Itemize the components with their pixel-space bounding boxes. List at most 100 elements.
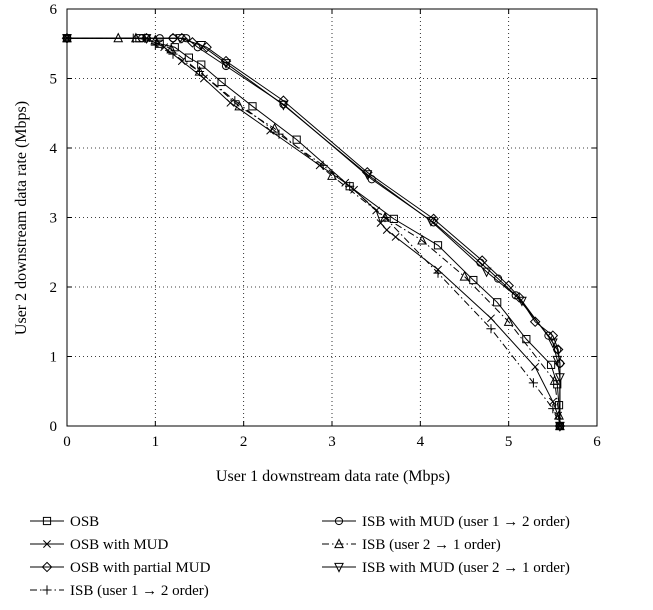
- series-marker: [62, 34, 72, 44]
- series-line: [67, 37, 561, 427]
- series-marker: [176, 32, 188, 44]
- y-tick-label: 4: [50, 141, 58, 157]
- y-tick-label: 1: [50, 350, 58, 366]
- x-tick-label: 4: [417, 434, 425, 450]
- series-marker: [547, 330, 559, 341]
- series-marker: [529, 316, 541, 328]
- series-marker: [548, 397, 557, 406]
- series-marker: [376, 219, 385, 228]
- series-line: [67, 37, 561, 427]
- x-tick-label: 5: [505, 434, 513, 450]
- y-tick-label: 0: [50, 419, 58, 435]
- grid-layer: [67, 9, 597, 426]
- series-marker: [503, 316, 514, 326]
- legend-item: ISB with MUD (user 2 → 1 order): [322, 560, 570, 576]
- series-marker: [511, 291, 520, 300]
- legend-label: ISB with MUD (user 2 → 1 order): [362, 560, 570, 576]
- series-marker: [221, 59, 231, 69]
- series-marker: [274, 129, 284, 139]
- legend-item: ISB (user 2 → 1 order): [322, 537, 501, 553]
- series-line: [67, 37, 561, 426]
- legend-label: ISB with MUD (user 1 → 2 order): [362, 514, 570, 530]
- series-marker: [234, 100, 245, 111]
- x-tick-label: 1: [152, 434, 160, 450]
- series-marker: [459, 270, 470, 281]
- series-marker: [548, 404, 558, 414]
- series-marker: [417, 234, 428, 245]
- series-marker: [175, 34, 185, 44]
- series-marker: [43, 540, 51, 548]
- legend-item: ISB with MUD (user 1 → 2 order): [322, 514, 570, 530]
- series-marker: [528, 378, 538, 388]
- series-marker: [391, 233, 400, 241]
- y-tick-label: 6: [50, 2, 58, 18]
- series-marker: [42, 516, 52, 526]
- series-group: [62, 34, 564, 431]
- legend-label: ISB (user 1 → 2 order): [70, 583, 209, 599]
- axes-layer: 0 1 2 3 4 5 6 0 1 2 3 4 5 6: [50, 2, 602, 450]
- series-marker: [554, 373, 565, 384]
- series-group: [63, 34, 564, 430]
- series-marker: [554, 421, 565, 432]
- series-marker: [196, 41, 207, 51]
- y-tick-label: 5: [50, 72, 58, 88]
- series-marker: [150, 40, 160, 50]
- series-marker: [486, 324, 496, 334]
- series-marker: [547, 338, 558, 349]
- series-marker: [433, 268, 443, 278]
- series-marker: [380, 211, 390, 222]
- series-marker: [389, 214, 398, 223]
- legend-label: OSB with partial MUD: [70, 560, 211, 576]
- legend: OSB OSB with MUD OSB with partial MUD ISB (…: [30, 514, 570, 599]
- series-marker: [522, 335, 531, 344]
- series-line: [67, 37, 561, 427]
- series-marker: [197, 60, 206, 69]
- legend-item: OSB with partial MUD: [30, 560, 211, 576]
- series-marker: [549, 375, 560, 385]
- series-marker: [426, 216, 436, 227]
- legend-label: ISB (user 2 → 1 order): [362, 537, 501, 553]
- series-marker: [230, 96, 240, 106]
- series-marker: [334, 516, 344, 526]
- series-marker: [199, 74, 208, 83]
- series-marker: [433, 241, 443, 250]
- series-layer: [61, 32, 566, 432]
- x-tick-label: 3: [328, 434, 336, 450]
- series-marker: [531, 362, 540, 371]
- series-marker: [141, 34, 152, 44]
- series-marker: [279, 100, 288, 109]
- series-marker: [334, 562, 344, 573]
- series-marker: [481, 267, 492, 278]
- x-tick-label: 2: [240, 434, 248, 450]
- series-marker: [429, 218, 438, 227]
- series-marker: [168, 49, 178, 59]
- legend-item: ISB (user 1 → 2 order): [30, 583, 209, 599]
- legend-item: OSB: [30, 514, 99, 530]
- series-group: [61, 32, 566, 432]
- series-marker: [367, 175, 376, 184]
- series-marker: [194, 66, 205, 77]
- series-marker: [292, 135, 301, 144]
- y-tick-label: 2: [50, 280, 58, 296]
- series-marker: [327, 170, 337, 180]
- series-group: [62, 34, 565, 432]
- series-marker: [382, 226, 391, 234]
- series-marker: [554, 401, 564, 410]
- series-group: [62, 33, 565, 431]
- series-marker: [160, 43, 169, 52]
- x-axis-label: User 1 downstream data rate (Mbps): [216, 468, 450, 485]
- series-marker: [469, 275, 478, 285]
- series-marker: [493, 298, 502, 307]
- series-marker: [278, 100, 289, 111]
- series-line: [67, 37, 561, 426]
- x-tick-label: 0: [63, 434, 71, 450]
- series-marker: [546, 360, 556, 369]
- series-group: [62, 34, 565, 431]
- series-marker: [269, 122, 280, 133]
- series-marker: [553, 345, 562, 354]
- x-tick-label: 6: [593, 434, 601, 450]
- series-marker: [334, 538, 344, 549]
- series-marker: [362, 170, 373, 181]
- legend-item: OSB with MUD: [30, 537, 169, 553]
